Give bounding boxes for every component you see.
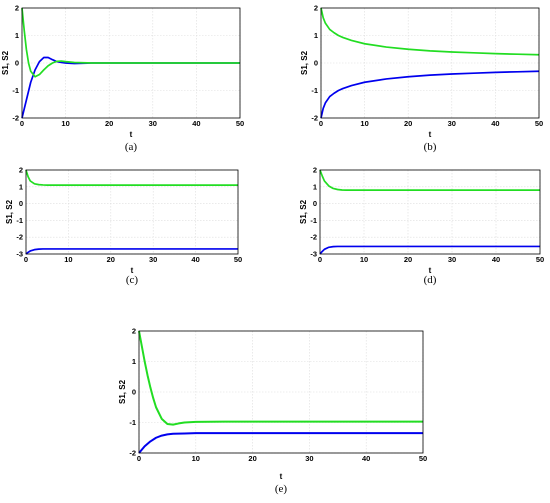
x-tick-label: 30 — [149, 119, 157, 128]
x-tick-label: 50 — [535, 119, 543, 128]
x-tick-label: 20 — [107, 255, 115, 264]
x-tick-label: 30 — [305, 454, 313, 463]
x-tick-label: 0 — [24, 255, 28, 264]
x-tick-label: 30 — [448, 255, 456, 264]
y-tick-label: 1 — [15, 31, 19, 40]
series-line-1 — [320, 70, 540, 119]
x-tick-label: 50 — [234, 255, 242, 264]
y-tick-label: -2 — [129, 449, 136, 458]
y-tick-label: 2 — [314, 4, 318, 13]
x-tick-label: 50 — [236, 119, 244, 128]
series-line-1 — [138, 432, 423, 454]
chart-a: 0 10 20 30 40 50 -2 -1 0 1 2 t S1, S2 (a) — [1, 4, 244, 154]
plot-area — [320, 170, 540, 254]
series-line-2 — [21, 7, 240, 78]
x-tick-label: 40 — [491, 119, 499, 128]
x-tick-label: 50 — [419, 454, 427, 463]
x-tick-label: 0 — [20, 119, 24, 128]
plot-frame — [25, 169, 239, 255]
plot-frame — [138, 330, 424, 454]
y-tick-label: 1 — [19, 182, 23, 191]
chart-d: 0 10 20 30 40 50 -3 -2 -1 0 1 2 t S1, S2 (d) — [299, 166, 544, 287]
x-tick-label: 0 — [319, 119, 323, 128]
y-tick-label: 0 — [132, 388, 136, 397]
y-tick-label: -3 — [16, 250, 23, 259]
subfigure-caption: (d) — [424, 274, 437, 286]
subfigure-caption: (b) — [424, 141, 437, 153]
y-axis-label: S1, S2 — [1, 50, 10, 75]
plot-frame — [320, 7, 540, 119]
y-axis-label: S1, S2 — [5, 199, 14, 224]
x-tick-label: 40 — [492, 255, 500, 264]
x-tick-label: 20 — [404, 119, 412, 128]
x-tick-label: 10 — [64, 255, 72, 264]
chart-e: 0 10 20 30 40 50 -2 -1 0 1 2 t S1, S2 (e) — [118, 327, 427, 496]
x-tick-label: 0 — [137, 454, 141, 463]
chart-b: 0 10 20 30 40 50 -2 -1 0 1 2 t S1, S2 (b) — [300, 4, 543, 154]
y-axis-label: S1, S2 — [299, 199, 308, 224]
subfigure-caption: (e) — [275, 483, 288, 495]
y-tick-label: -3 — [310, 250, 317, 259]
x-tick-label: 40 — [191, 255, 199, 264]
y-tick-label: 1 — [313, 182, 317, 191]
x-axis-label: t — [429, 130, 432, 139]
x-tick-label: 10 — [61, 119, 69, 128]
x-tick-label: 0 — [318, 255, 322, 264]
x-axis-label: t — [131, 266, 134, 275]
y-tick-label: -1 — [12, 86, 19, 95]
y-axis-label: S1, S2 — [300, 50, 309, 75]
y-tick-label: -2 — [311, 114, 318, 123]
x-tick-label: 20 — [248, 454, 256, 463]
series-line-2 — [319, 169, 540, 192]
y-tick-label: 0 — [314, 59, 318, 68]
x-tick-label: 30 — [149, 255, 157, 264]
y-axis-label: S1, S2 — [118, 379, 127, 404]
series-line-2 — [25, 169, 238, 186]
subfigure-caption: (a) — [125, 141, 138, 153]
y-tick-label: 0 — [19, 199, 23, 208]
y-tick-label: -1 — [311, 86, 318, 95]
y-tick-label: 2 — [15, 4, 19, 13]
subfigure-caption: (c) — [126, 274, 139, 286]
x-tick-label: 10 — [360, 255, 368, 264]
y-tick-label: -1 — [129, 418, 136, 427]
y-tick-label: 0 — [313, 199, 317, 208]
x-tick-label: 30 — [448, 119, 456, 128]
series-line-2 — [320, 7, 540, 56]
y-tick-label: 1 — [132, 357, 136, 366]
y-tick-label: -1 — [16, 216, 23, 225]
chart-c: 0 10 20 30 40 50 -3 -2 -1 0 1 2 t S1, S2 (c) — [5, 166, 242, 287]
x-axis-label: t — [429, 266, 432, 275]
x-tick-label: 20 — [404, 255, 412, 264]
plot-area — [26, 170, 238, 254]
x-tick-label: 20 — [105, 119, 113, 128]
y-tick-label: -1 — [310, 216, 317, 225]
x-axis-label: t — [130, 130, 133, 139]
x-tick-label: 10 — [360, 119, 368, 128]
y-tick-label: -2 — [12, 114, 19, 123]
x-tick-label: 40 — [362, 454, 370, 463]
x-tick-label: 50 — [536, 255, 544, 264]
y-tick-label: 1 — [314, 31, 318, 40]
x-axis-label: t — [280, 472, 283, 481]
series-line-1 — [25, 248, 238, 255]
y-tick-label: 2 — [313, 166, 317, 175]
plot-frame — [21, 7, 241, 119]
y-tick-label: 0 — [15, 59, 19, 68]
plot-frame — [319, 169, 541, 255]
series-line-2 — [138, 330, 423, 426]
y-tick-label: 2 — [132, 327, 136, 336]
y-tick-label: 2 — [19, 166, 23, 175]
series-line-1 — [319, 245, 540, 255]
y-tick-label: -2 — [310, 233, 317, 242]
x-tick-label: 40 — [192, 119, 200, 128]
x-tick-label: 10 — [192, 454, 200, 463]
y-tick-label: -2 — [16, 233, 23, 242]
